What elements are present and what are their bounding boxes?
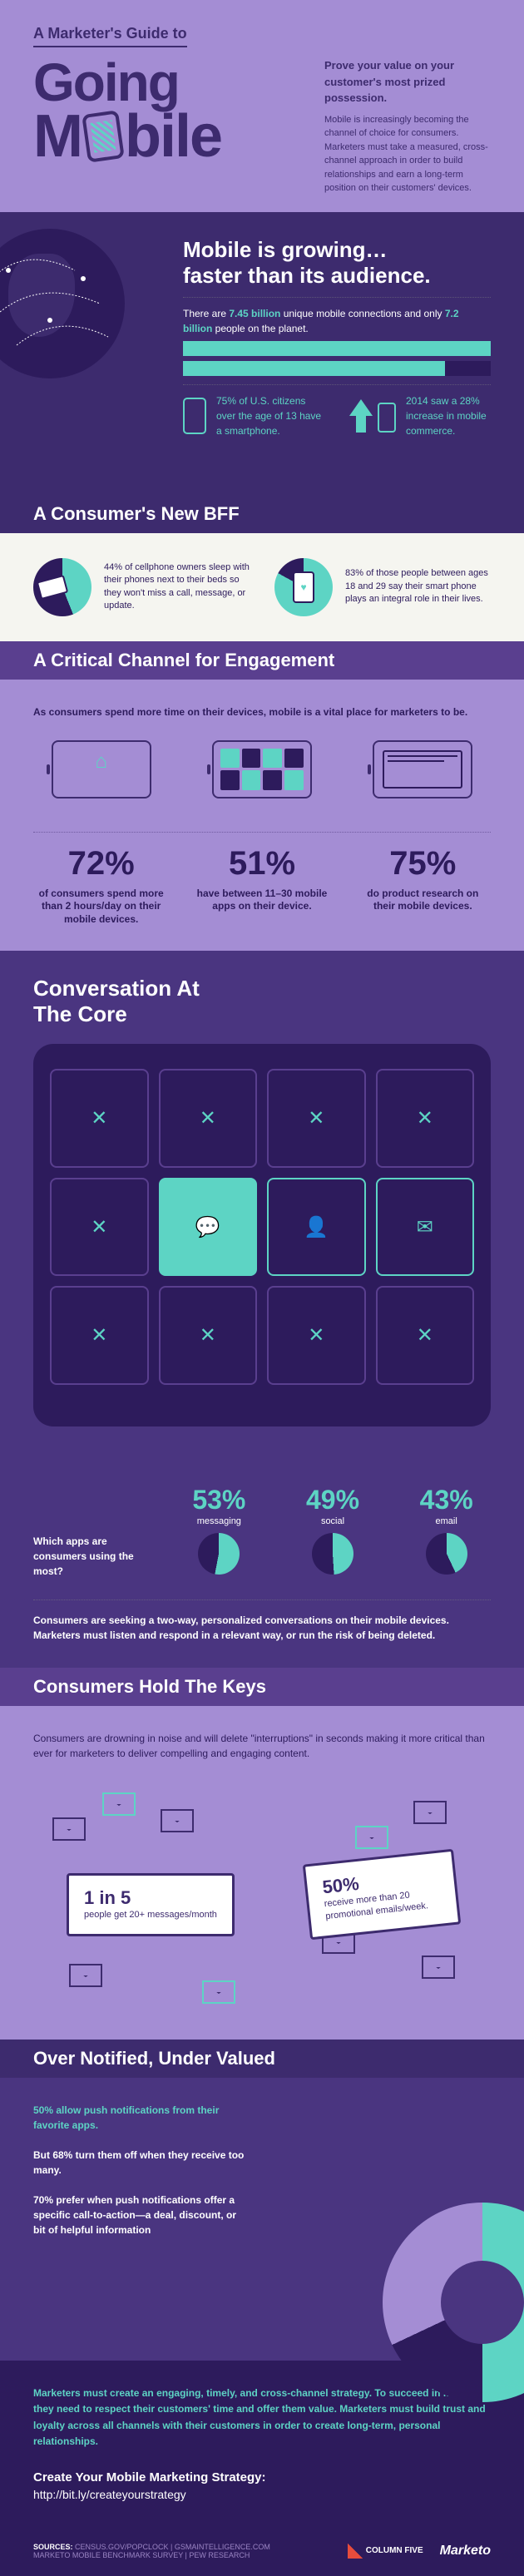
conv-stat: 43% email bbox=[402, 1485, 491, 1579]
globe-icon bbox=[0, 229, 125, 378]
conv-question: Which apps are consumers using the most? bbox=[33, 1534, 150, 1579]
critical-stat: 51%have between 11–30 mobile apps on the… bbox=[194, 845, 329, 927]
app-icon: ✕ bbox=[376, 1069, 475, 1168]
notif-heading: Over Notified, Under Valued bbox=[0, 2040, 524, 2078]
keys-section: Consumers are drowning in noise and will… bbox=[0, 1706, 524, 2040]
close-text: Marketers must create an engaging, timel… bbox=[33, 2386, 491, 2450]
keys-sub: Consumers are drowning in noise and will… bbox=[33, 1731, 491, 1761]
cta-url[interactable]: http://bit.ly/createyourstrategy bbox=[33, 2488, 491, 2501]
critical-stat: 72%of consumers spend more than 2 hours/… bbox=[33, 845, 169, 927]
app-icon: ✕ bbox=[159, 1069, 258, 1168]
critical-sub: As consumers spend more time on their de… bbox=[33, 705, 491, 719]
app-icon: ✕ bbox=[50, 1178, 149, 1277]
notif-p2: But 68% turn them off when they receive … bbox=[33, 2148, 250, 2178]
conv-heading: Conversation At The Core bbox=[33, 976, 233, 1027]
conv-stat: 49% social bbox=[289, 1485, 378, 1579]
marketo-logo: Marketo bbox=[440, 2544, 491, 2559]
conv-footer: Consumers are seeking a two-way, persona… bbox=[33, 1613, 491, 1643]
title-line2: M bile bbox=[33, 108, 299, 165]
app-icon: ✕ bbox=[50, 1069, 149, 1168]
pretitle: A Marketer's Guide to bbox=[33, 25, 187, 47]
keys-heading: Consumers Hold The Keys bbox=[0, 1668, 524, 1706]
bar-population bbox=[183, 361, 491, 376]
footer: SOURCES: CENSUS.GOV/POPCLOCK | GSMAINTEL… bbox=[0, 2526, 524, 2576]
growing-section: Mobile is growing… faster than its audie… bbox=[0, 212, 524, 495]
sleep-phone-icon bbox=[33, 558, 91, 616]
app-icon: ✕ bbox=[159, 1286, 258, 1385]
title-line1: Going bbox=[33, 57, 299, 108]
keys-stat-2: 50% receive more than 20 promotional ema… bbox=[303, 1849, 461, 1940]
phone-search-icon bbox=[373, 740, 472, 799]
hero-subtext: Prove your value on your customer's most… bbox=[324, 57, 491, 195]
notif-p1: 50% allow push notifications from their … bbox=[33, 2103, 250, 2133]
columnfive-logo: COLUMN FIVE bbox=[348, 2544, 423, 2559]
conv-phone-illus: ✕ ✕ ✕ ✕ ✕ 💬 👤 ✉ ✕ ✕ ✕ ✕ bbox=[33, 1044, 491, 1426]
notif-section: 50% allow push notifications from their … bbox=[0, 2078, 524, 2361]
chat-icon: 💬 bbox=[159, 1178, 258, 1277]
critical-heading: A Critical Channel for Engagement bbox=[0, 641, 524, 680]
phone-o-icon bbox=[82, 110, 125, 163]
app-icon: ✕ bbox=[267, 1069, 366, 1168]
conversation-section: Conversation At The Core ✕ ✕ ✕ ✕ ✕ 💬 👤 ✉… bbox=[0, 951, 524, 1668]
phone-small-icon bbox=[378, 403, 396, 433]
pie-icon bbox=[198, 1533, 240, 1575]
cta-heading: Create Your Mobile Marketing Strategy: bbox=[33, 2470, 491, 2485]
bff-section: 44% of cellphone owners sleep with their… bbox=[0, 533, 524, 641]
phone-apps-icon bbox=[212, 740, 312, 799]
arrow-up-icon bbox=[349, 399, 373, 416]
app-icon: ✕ bbox=[50, 1286, 149, 1385]
bff-stat-1: 44% of cellphone owners sleep with their… bbox=[33, 558, 250, 616]
conv-stat: 53% messaging bbox=[175, 1485, 264, 1579]
phone-small-icon bbox=[183, 398, 206, 434]
pie-icon bbox=[312, 1533, 353, 1575]
pie-icon bbox=[426, 1533, 467, 1575]
phone-house-icon: ⌂ bbox=[52, 740, 151, 799]
bar-connections bbox=[183, 341, 491, 356]
notif-p3: 70% prefer when push notifications offer… bbox=[33, 2193, 250, 2237]
critical-stats-row: 72%of consumers spend more than 2 hours/… bbox=[33, 845, 491, 927]
bff-heading: A Consumer's New BFF bbox=[0, 495, 524, 533]
heart-phone-icon: ♥ bbox=[274, 558, 333, 616]
critical-section: As consumers spend more time on their de… bbox=[0, 680, 524, 952]
user-icon: 👤 bbox=[267, 1178, 366, 1277]
growing-text: There are 7.45 billion unique mobile con… bbox=[183, 306, 491, 336]
mail-icon: ✉ bbox=[376, 1178, 475, 1277]
app-icon: ✕ bbox=[267, 1286, 366, 1385]
bff-stat-2: ♥ 83% of those people between ages 18 an… bbox=[274, 558, 491, 616]
critical-stat: 75%do product research on their mobile d… bbox=[355, 845, 491, 927]
hero-section: A Marketer's Guide to Going M bile Prove… bbox=[0, 0, 524, 212]
growing-heading: Mobile is growing… faster than its audie… bbox=[183, 237, 449, 289]
app-icon: ✕ bbox=[376, 1286, 475, 1385]
keys-stat-1: 1 in 5 people get 20+ messages/month bbox=[67, 1873, 235, 1936]
